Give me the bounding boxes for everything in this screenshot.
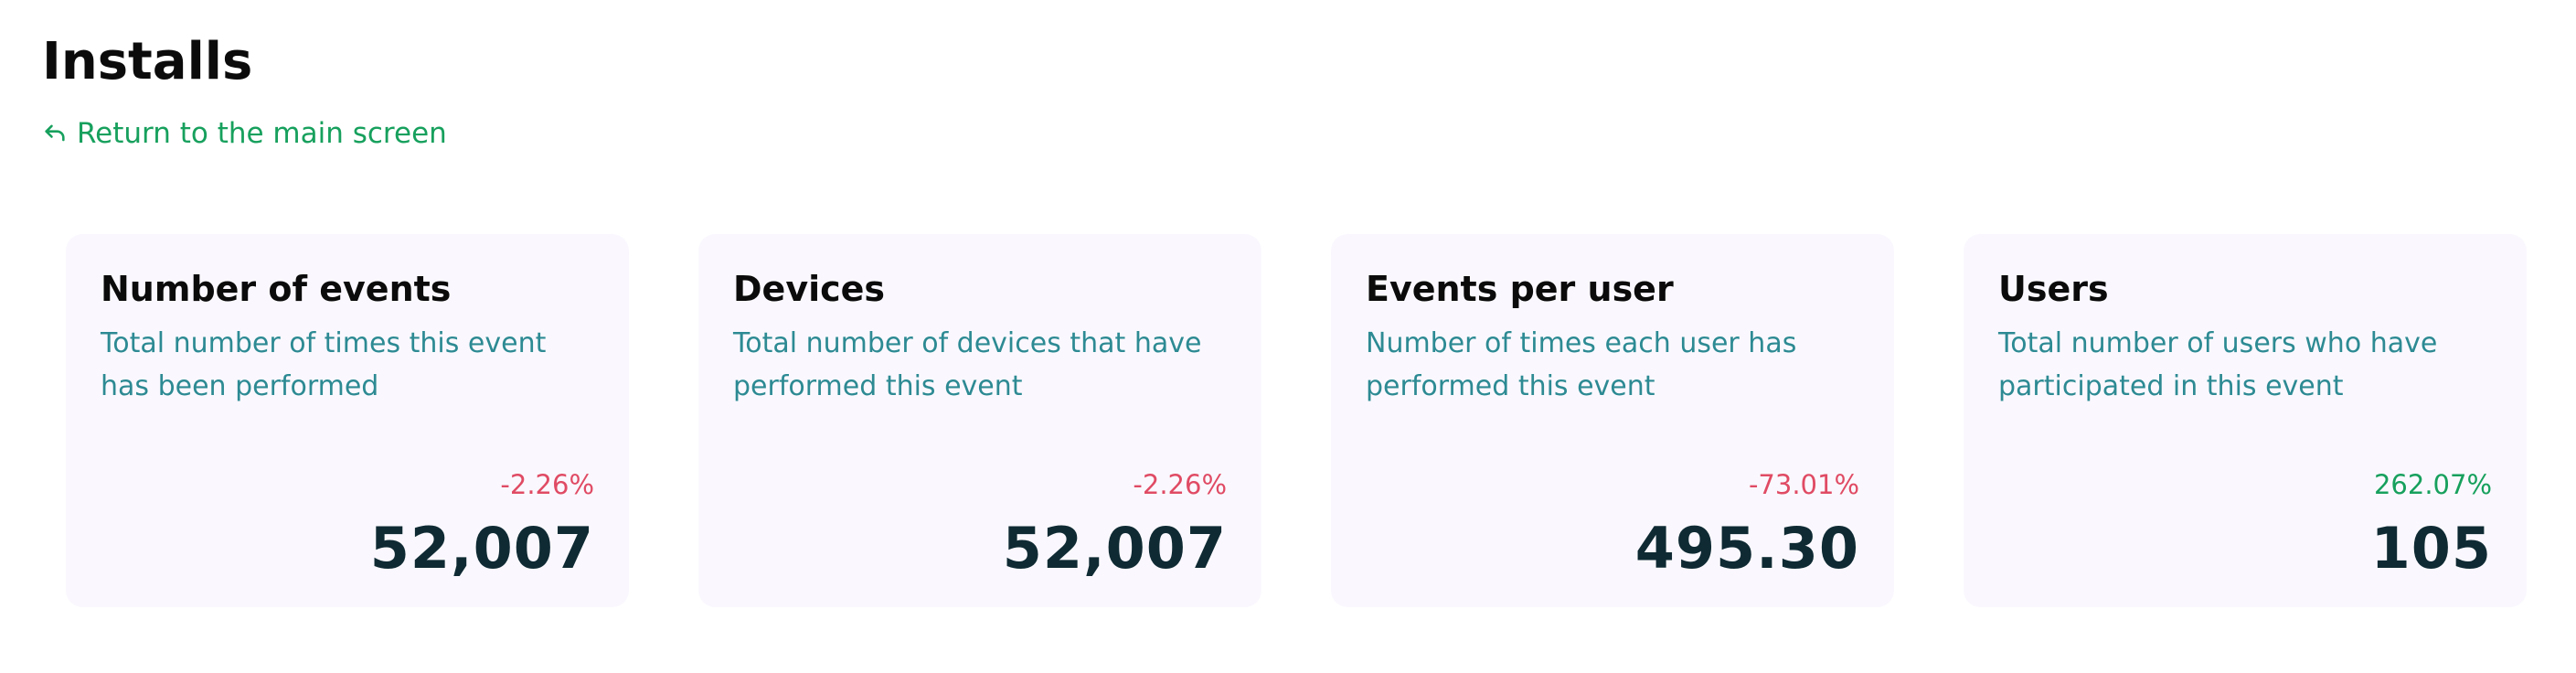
card-description: Total number of devices that have perfor… (733, 327, 1202, 402)
metric-card-users: Users Total number of users who have par… (1964, 234, 2527, 607)
card-value: 52,007 (1002, 515, 1227, 582)
card-title: Number of events (101, 269, 452, 309)
card-description: Total number of times this event has bee… (101, 327, 547, 402)
card-value: 495.30 (1634, 515, 1859, 582)
card-value: 105 (2370, 515, 2492, 582)
card-description: Total number of users who have participa… (1998, 327, 2438, 402)
metric-cards: Number of events Total number of times t… (66, 234, 2527, 607)
page-title: Installs (42, 32, 253, 91)
metric-card-devices: Devices Total number of devices that hav… (698, 234, 1261, 607)
metric-card-number-of-events: Number of events Total number of times t… (66, 234, 629, 607)
return-to-main-link[interactable]: Return to the main screen (42, 113, 447, 154)
metric-card-events-per-user: Events per user Number of times each use… (1331, 234, 1894, 607)
card-change-percent: -2.26% (500, 469, 594, 500)
card-title: Events per user (1366, 269, 1674, 309)
card-change-percent: -73.01% (1748, 469, 1859, 500)
card-description: Number of times each user has performed … (1366, 327, 1797, 402)
card-title: Devices (733, 269, 886, 309)
card-change-percent: 262.07% (2373, 469, 2492, 500)
card-title: Users (1998, 269, 2109, 309)
return-arrow-icon (45, 124, 65, 142)
return-to-main-label: Return to the main screen (77, 117, 447, 150)
card-value: 52,007 (369, 515, 594, 582)
card-change-percent: -2.26% (1133, 469, 1227, 500)
